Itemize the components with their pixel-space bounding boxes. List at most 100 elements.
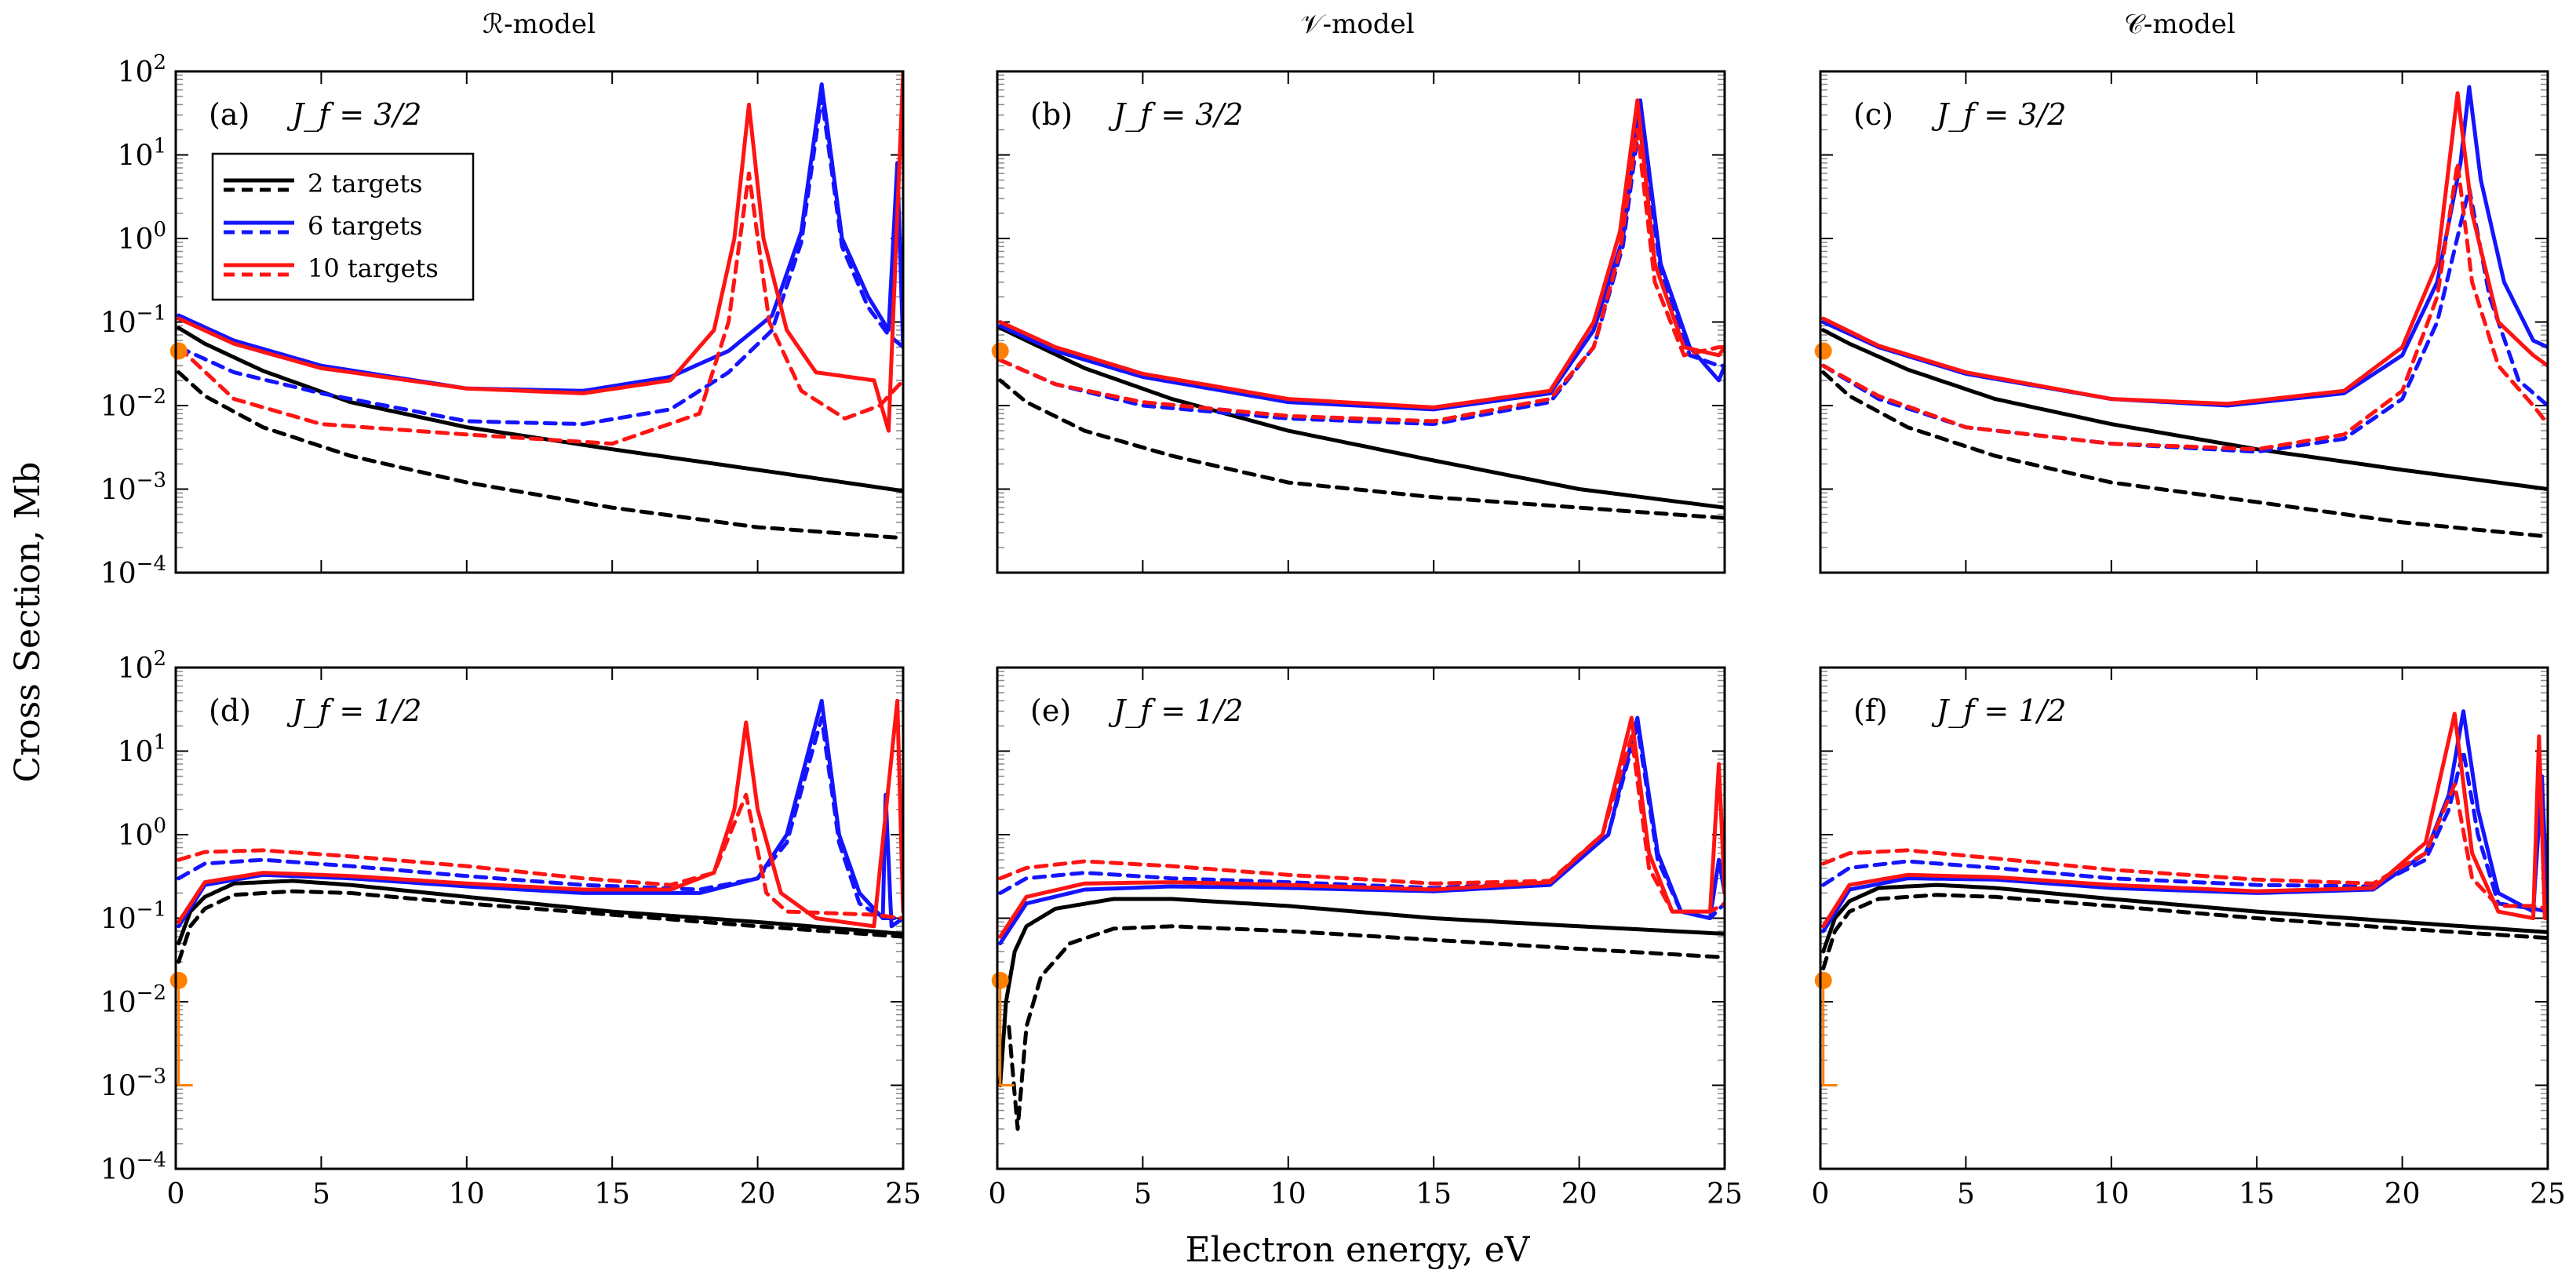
orange-marker	[1814, 971, 1832, 989]
x-tick-label: 5	[1957, 1178, 1975, 1210]
x-tick-label: 20	[2385, 1178, 2421, 1210]
series-6-targets-dashed	[1821, 749, 2548, 914]
y-tick-label: 100	[118, 814, 166, 852]
panel-d: 10−4 10−3 10−2 10−1 100 101 102 0 5 10 15 20 25 (d) J_…	[100, 647, 921, 1210]
x-tick-label: 10	[2093, 1178, 2130, 1210]
series-2-targets-solid	[177, 326, 903, 493]
series-10-targets-solid	[177, 71, 903, 433]
orange-marker	[991, 342, 1009, 360]
series-10-targets-solid	[1821, 711, 2548, 929]
series-10-targets-solid	[1821, 91, 2548, 406]
x-tick-label: 15	[1416, 1178, 1452, 1210]
panel-frame	[1819, 70, 2549, 574]
x-tick-label: 5	[312, 1178, 330, 1210]
series-10-targets-dashed	[998, 127, 1725, 424]
jf-label: J_f = 1/2	[286, 693, 421, 729]
series-group	[177, 698, 903, 964]
jf-label: J_f = 1/2	[1931, 693, 2066, 729]
panel-a: 10−4 10−3 10−2 10−1 100 101 102 (a) J_f = 3/2	[100, 51, 905, 590]
panel-frame	[174, 70, 905, 574]
jf-label: J_f = 3/2	[286, 97, 421, 133]
y-tick-label: 101	[118, 731, 166, 769]
y-tick-label: 10−4	[100, 552, 166, 590]
series-2-targets-dashed	[177, 370, 903, 540]
panel-label: (b)	[1030, 97, 1073, 132]
series-6-targets-dashed	[177, 715, 903, 920]
column-title-v-model: 𝒱-model	[1300, 9, 1414, 40]
series-group	[998, 98, 1725, 520]
y-tick-label: 10−4	[100, 1148, 166, 1186]
series-10-targets-solid	[177, 698, 903, 929]
panel-label: (c)	[1853, 97, 1893, 132]
series-2-targets-dashed	[998, 378, 1725, 520]
x-tick-label: 15	[594, 1178, 630, 1210]
series-group	[1821, 85, 2548, 539]
legend: 2 targets 6 targets 10 targets	[211, 152, 475, 301]
legend-label-10-targets: 10 targets	[308, 253, 439, 283]
y-tick-label: 10−3	[100, 1065, 166, 1103]
series-2-targets-dashed	[1821, 370, 2548, 539]
x-tick-label: 0	[989, 1178, 1007, 1210]
x-tick-label: 10	[449, 1178, 485, 1210]
x-axis-title: Electron energy, eV	[1186, 1230, 1531, 1270]
jf-label: J_f = 1/2	[1108, 693, 1243, 729]
column-title-c-model: 𝒞-model	[2124, 9, 2235, 40]
x-tick-label: 5	[1134, 1178, 1152, 1210]
x-tick-label: 0	[1812, 1178, 1830, 1210]
series-2-targets-dashed	[177, 889, 903, 964]
series-6-targets-solid	[998, 715, 1725, 946]
panel-f: 0 5 10 15 20 25 (f) J_f = 1/2	[1812, 666, 2566, 1210]
orange-marker	[991, 971, 1009, 989]
y-tick-label: 101	[118, 135, 166, 173]
y-tick-label: 10−2	[100, 385, 166, 423]
x-tick-label: 0	[167, 1178, 185, 1210]
series-2-targets-dashed	[1821, 893, 2548, 971]
jf-label: J_f = 3/2	[1931, 97, 2066, 133]
series-10-targets-dashed	[998, 734, 1725, 914]
x-tick-label: 25	[1707, 1178, 1743, 1210]
x-tick-label: 10	[1270, 1178, 1306, 1210]
series-2-targets-solid	[998, 897, 1725, 1087]
panel-frame	[996, 70, 1726, 574]
x-tick-label: 20	[1561, 1178, 1598, 1210]
series-group	[177, 71, 903, 540]
panel-label: (a)	[209, 97, 250, 132]
series-2-targets-solid	[177, 879, 903, 946]
column-title-r-model: ℛ-model	[483, 9, 596, 40]
panel-label: (f)	[1853, 693, 1888, 728]
y-tick-label: 10−1	[100, 302, 166, 340]
x-tick-label: 25	[885, 1178, 921, 1210]
series-10-targets-dashed	[177, 171, 903, 446]
y-tick-label: 10−3	[100, 469, 166, 507]
orange-marker	[1814, 342, 1832, 360]
panel-c: (c) J_f = 3/2	[1814, 70, 2549, 574]
series-2-targets-solid	[1821, 883, 2548, 954]
series-group	[1821, 709, 2548, 971]
y-tick-label: 10−2	[100, 981, 166, 1019]
panel-e: 0 5 10 15 20 25 (e) J_f = 1/2	[989, 666, 1743, 1210]
panel-frame	[174, 666, 905, 1170]
legend-label-6-targets: 6 targets	[308, 211, 422, 241]
legend-label-2-targets: 2 targets	[308, 169, 422, 198]
series-2-targets-solid	[1821, 328, 2548, 491]
panel-label: (d)	[209, 693, 251, 728]
series-6-targets-dashed	[1821, 186, 2548, 454]
y-tick-label: 10−1	[100, 898, 166, 936]
series-10-targets-dashed	[1821, 161, 2548, 452]
series-10-targets-dashed	[177, 792, 903, 920]
y-tick-label: 100	[118, 218, 166, 256]
panel-label: (e)	[1030, 693, 1071, 728]
panel-frame	[996, 666, 1726, 1170]
x-tick-label: 20	[740, 1178, 776, 1210]
y-tick-label: 102	[118, 51, 166, 89]
x-tick-label: 25	[2530, 1178, 2566, 1210]
series-10-targets-solid	[998, 98, 1725, 409]
jf-label: J_f = 3/2	[1108, 97, 1243, 133]
series-10-targets-solid	[998, 715, 1725, 939]
orange-marker	[169, 971, 188, 989]
series-group	[998, 715, 1725, 1131]
y-axis-title: Cross Section, Mb	[8, 462, 48, 783]
y-tick-label: 102	[118, 647, 166, 685]
